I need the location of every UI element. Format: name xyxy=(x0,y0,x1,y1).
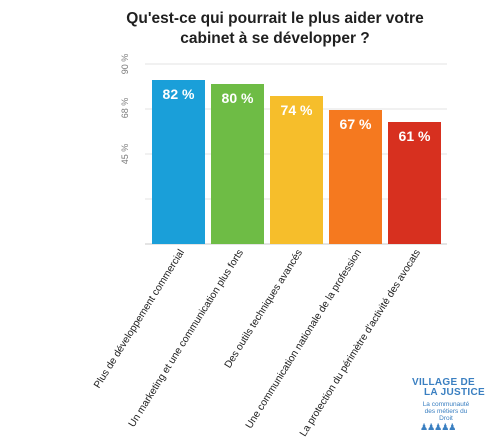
value-label: 82 % xyxy=(163,86,195,102)
chart-title: Qu'est-ce qui pourrait le plus aider vot… xyxy=(110,9,440,49)
bar xyxy=(211,84,264,244)
bars xyxy=(152,80,441,244)
bar xyxy=(329,110,382,244)
category-label: Un marketing et une communication plus f… xyxy=(127,248,246,430)
logo-tagline: La communauté des métiers du Droit xyxy=(422,401,470,422)
category-label: La protection du périmètre d'activité de… xyxy=(298,248,423,439)
village-de-la-justice-logo: VILLAGE DE LA JUSTICE La communauté des … xyxy=(412,377,490,437)
category-label: Une communication nationale de la profes… xyxy=(244,248,364,431)
chart-title-line-2: cabinet à se développer ? xyxy=(180,30,370,47)
logo-line-1: VILLAGE DE xyxy=(412,377,476,388)
logo-figures-icon: ♟♟♟♟♟ xyxy=(420,422,456,432)
value-label: 67 % xyxy=(340,116,372,132)
bar xyxy=(388,122,441,244)
y-tick-label: 90 % xyxy=(120,54,130,75)
bar xyxy=(152,80,205,244)
y-axis-tick-labels: 90 % 68 % 45 % xyxy=(120,54,130,165)
bar xyxy=(270,96,323,244)
value-label: 74 % xyxy=(281,102,313,118)
y-tick-label: 68 % xyxy=(120,98,130,119)
y-tick-label: 45 % xyxy=(120,144,130,165)
value-label: 80 % xyxy=(222,90,254,106)
chart-title-line-1: Qu'est-ce qui pourrait le plus aider vot… xyxy=(126,10,424,27)
value-label: 61 % xyxy=(399,128,431,144)
value-labels: 82 % 80 % 74 % 67 % 61 % xyxy=(163,86,431,144)
logo-line-2: LA JUSTICE xyxy=(424,387,485,398)
